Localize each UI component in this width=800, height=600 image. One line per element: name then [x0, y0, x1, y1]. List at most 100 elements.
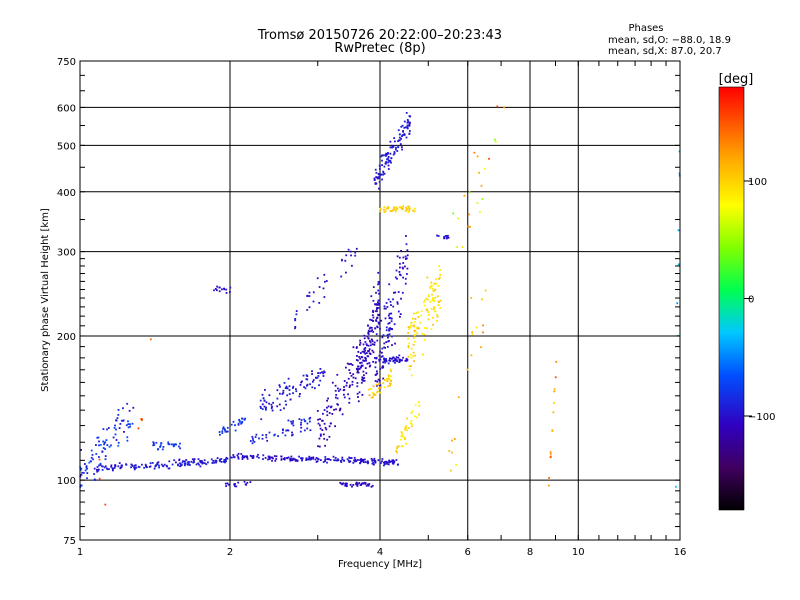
data-point — [319, 435, 322, 437]
data-point — [299, 384, 302, 386]
data-point — [412, 355, 415, 357]
data-point — [93, 467, 96, 470]
data-point — [456, 246, 459, 249]
data-point — [221, 430, 224, 433]
data-point — [326, 410, 329, 413]
data-point — [241, 417, 244, 420]
data-point — [271, 409, 274, 412]
data-point — [317, 375, 320, 377]
data-point — [385, 302, 388, 304]
data-point — [368, 350, 370, 352]
data-point — [237, 456, 240, 458]
data-point — [309, 416, 312, 419]
data-point — [291, 422, 294, 424]
data-point — [385, 207, 388, 210]
data-point — [389, 360, 392, 362]
data-point — [102, 440, 105, 443]
data-point — [159, 446, 161, 448]
data-point — [392, 462, 395, 465]
data-point — [222, 427, 224, 430]
data-point — [408, 328, 411, 330]
data-point — [298, 455, 300, 458]
data-point — [244, 455, 247, 458]
data-point — [126, 436, 129, 439]
data-point — [453, 438, 456, 440]
data-point — [380, 462, 382, 464]
data-point — [292, 458, 294, 461]
data-point — [404, 210, 407, 212]
data-point — [408, 115, 411, 117]
data-point — [243, 456, 246, 459]
data-point — [416, 311, 419, 314]
data-point — [102, 428, 105, 430]
data-point — [104, 465, 107, 468]
data-point — [134, 467, 137, 469]
data-point — [79, 469, 82, 471]
data-point — [319, 418, 321, 420]
data-point — [396, 255, 399, 258]
data-point — [279, 409, 282, 411]
data-point — [374, 393, 377, 396]
data-point — [282, 391, 285, 394]
data-point — [86, 477, 88, 480]
data-point — [285, 385, 288, 388]
data-point — [387, 314, 390, 317]
data-point — [356, 485, 359, 487]
data-point — [197, 458, 200, 461]
data-point — [356, 369, 359, 372]
data-point — [407, 355, 410, 358]
data-point — [294, 319, 297, 322]
data-point — [158, 464, 160, 467]
data-point — [358, 391, 361, 394]
data-point — [118, 427, 121, 429]
data-point — [370, 457, 373, 460]
data-point — [349, 372, 352, 374]
data-point — [461, 246, 464, 248]
data-point — [198, 463, 200, 466]
data-point — [383, 154, 385, 157]
data-point — [496, 105, 499, 108]
data-point — [431, 293, 433, 296]
data-point — [403, 126, 406, 129]
data-point — [388, 316, 391, 319]
data-point — [400, 435, 403, 438]
data-point — [414, 334, 416, 336]
data-point — [260, 407, 262, 409]
stats-line-o: mean, sd,O: −88.0, 18.9 — [608, 35, 731, 46]
data-point — [406, 358, 409, 361]
data-point — [383, 208, 385, 211]
data-point — [387, 161, 389, 164]
data-point — [309, 429, 312, 432]
data-point — [361, 350, 364, 353]
data-point — [336, 397, 339, 400]
data-point — [344, 259, 347, 262]
data-point — [276, 405, 279, 408]
data-point — [397, 463, 399, 466]
data-point — [384, 317, 387, 320]
data-point — [253, 441, 256, 443]
data-point — [418, 404, 421, 407]
data-point — [356, 346, 358, 348]
data-point — [387, 322, 390, 325]
data-point — [254, 436, 257, 438]
data-point — [410, 365, 412, 367]
data-point — [314, 387, 316, 390]
data-point — [392, 153, 395, 156]
data-point — [289, 459, 292, 462]
data-point — [143, 466, 145, 469]
data-point — [364, 349, 367, 352]
data-point — [322, 461, 325, 463]
data-point — [114, 433, 117, 436]
data-point — [358, 356, 361, 358]
data-point — [366, 335, 369, 338]
data-point — [244, 483, 247, 486]
data-point — [99, 462, 102, 465]
data-point — [178, 459, 181, 462]
data-point — [369, 326, 372, 329]
data-point — [394, 358, 396, 360]
data-point — [385, 161, 387, 163]
data-point — [488, 157, 490, 160]
data-point — [384, 463, 386, 465]
data-point — [361, 364, 364, 367]
